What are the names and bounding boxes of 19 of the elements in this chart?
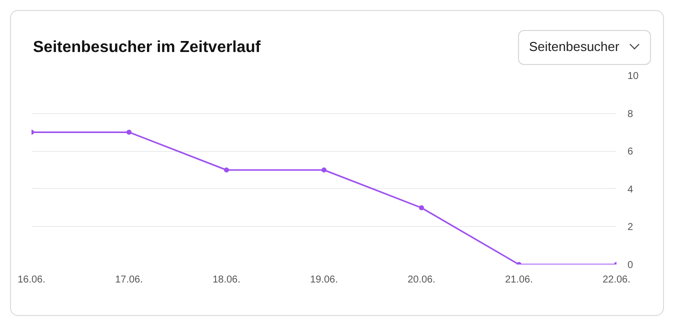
point	[126, 129, 132, 134]
x-tick-label: 16.06.	[18, 274, 46, 286]
y-tick-label: 10	[628, 70, 640, 82]
y-tick-label: 4	[628, 184, 634, 195]
point	[224, 167, 229, 172]
x-tick-label: 22.06.	[602, 274, 630, 286]
y-tick-label: 6	[628, 146, 634, 158]
y-tick-label: 0	[628, 260, 634, 271]
point	[419, 204, 424, 210]
y-tick-label: 2	[628, 222, 634, 233]
x-tick-label: 17.06.	[115, 274, 143, 286]
text: Seitenbesucher	[529, 38, 620, 56]
chart-title: Seitenbesucher im Zeitverlauf	[33, 38, 261, 58]
x-tick-label: 19.06.	[310, 274, 338, 286]
y-tick-label: 8	[628, 108, 634, 120]
x-tick-label: 20.06.	[408, 274, 436, 286]
point	[322, 167, 326, 172]
x-tick-label: 21.06.	[505, 274, 533, 286]
x-tick-label: 18.06.	[212, 274, 240, 286]
